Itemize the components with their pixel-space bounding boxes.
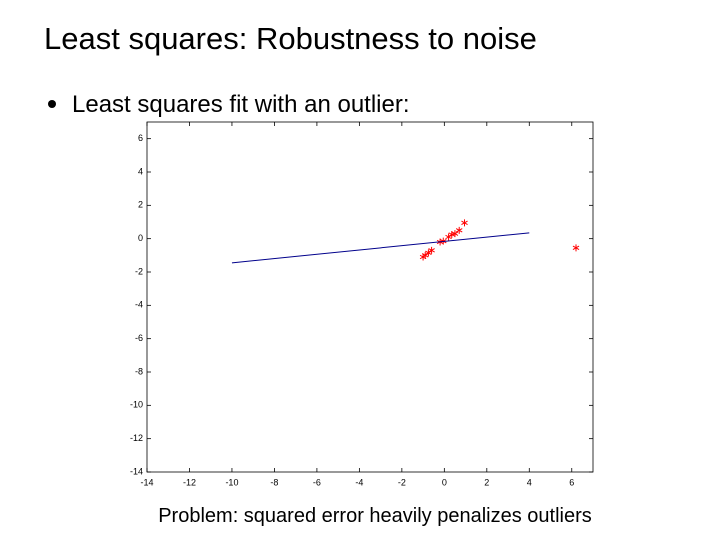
y-tick-label: -10: [130, 400, 143, 410]
caption: Problem: squared error heavily penalizes…: [158, 505, 592, 527]
y-tick-label: -12: [130, 433, 143, 443]
fit-line: [231, 232, 530, 264]
plot-area: [146, 121, 594, 473]
x-tick-label: 2: [484, 477, 489, 487]
plot: -14 -12 -10 -8 -6 -4 -2 0 2 4 6 -14 -12 -10 -8 -6 -4 -2 0 2…: [130, 121, 594, 487]
x-tick-label: -12: [183, 477, 196, 487]
x-tick-label: 6: [569, 477, 574, 487]
asterisk-marker: [455, 226, 463, 234]
asterisk-marker: [445, 233, 452, 241]
asterisk-marker: [421, 251, 429, 259]
y-tick-label: 4: [138, 166, 143, 176]
y-tick-label: -14: [130, 466, 143, 476]
y-tick-label: 6: [138, 133, 143, 143]
x-tick-label: 0: [442, 477, 447, 487]
x-tick-label: -2: [398, 477, 406, 487]
y-tick-label: 2: [138, 200, 143, 210]
y-tick-label: -8: [135, 366, 143, 376]
asterisk-marker: [461, 219, 468, 227]
bullet-text: Least squares fit with an outlier:: [72, 91, 410, 118]
x-tick-label: -10: [225, 477, 238, 487]
asterisk-marker: [451, 230, 459, 238]
asterisk-marker: [425, 249, 432, 257]
asterisk-marker: [428, 246, 435, 254]
x-tick-label: -4: [355, 477, 363, 487]
y-tick-label: -6: [135, 333, 143, 343]
y-tick-label: 0: [138, 233, 143, 243]
x-tick-label: 4: [527, 477, 532, 487]
asterisk-marker: [572, 244, 580, 252]
x-tick-label: -14: [140, 477, 153, 487]
bullet-dot: [48, 100, 56, 108]
slide-title: Least squares: Robustness to noise: [44, 21, 537, 56]
y-tick-label: -4: [135, 300, 143, 310]
y-tick-label: -2: [135, 266, 143, 276]
x-tick-label: -6: [313, 477, 321, 487]
x-tick-label: -8: [270, 477, 278, 487]
